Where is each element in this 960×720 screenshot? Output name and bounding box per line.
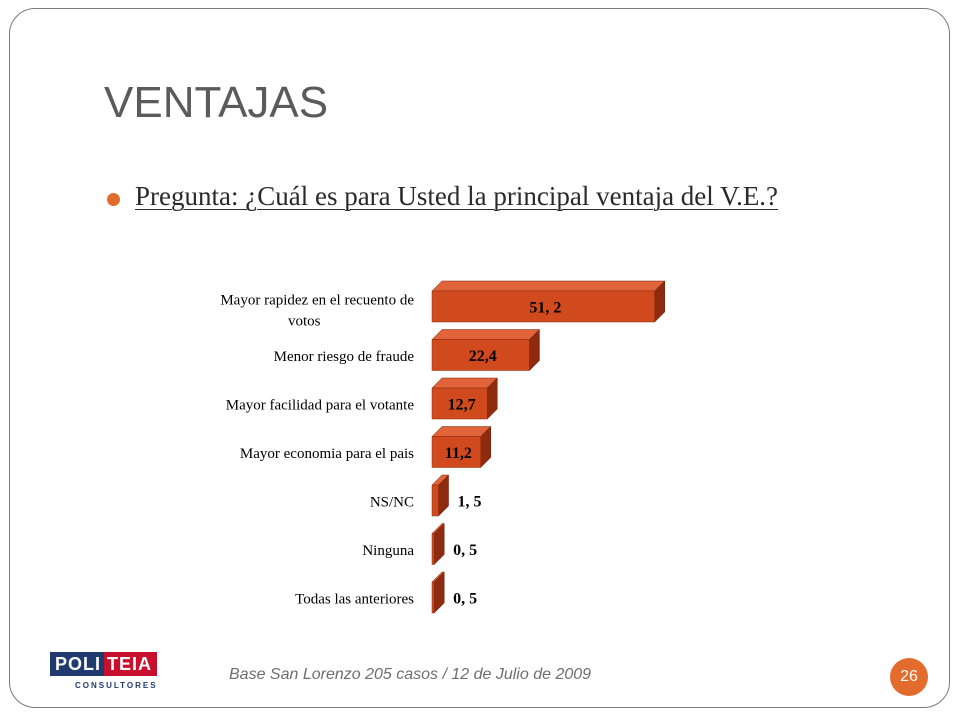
logo-part1: POLI	[50, 652, 105, 676]
footer-source-text: Base San Lorenzo 205 casos / 12 de Julio…	[229, 666, 592, 683]
bar-top-face	[431, 377, 498, 389]
logo-subtitle: CONSULTORES	[75, 681, 158, 690]
slide-title: VENTAJAS	[104, 78, 329, 127]
bar-front-face	[431, 436, 481, 468]
bar-front-face	[431, 533, 435, 565]
category-label: Mayor facilidad para el votante	[226, 398, 415, 414]
question-text: Pregunta: ¿Cuál es para Usted la princip…	[135, 181, 779, 211]
bar-front-face	[431, 484, 439, 517]
bar-top-face	[431, 329, 541, 340]
page-number-badge: 26	[890, 658, 928, 696]
bar-value-label: 22,4	[469, 348, 497, 365]
politeia-logo: POLI TEIA CONSULTORES	[50, 652, 180, 692]
logo-wordmark: POLI TEIA	[50, 652, 158, 676]
category-label: Mayor economia para el pais	[240, 446, 414, 462]
bar-5: 1, 5	[431, 474, 482, 517]
bar-7: 0, 5	[431, 571, 477, 614]
bar-top-face	[431, 280, 666, 292]
bar-front-face	[431, 387, 488, 420]
category-label: NS/NC	[370, 495, 414, 511]
logo-part2: TEIA	[104, 652, 158, 676]
bullet-dot	[107, 193, 120, 206]
category-label: Menor riesgo de fraude	[274, 349, 415, 365]
bar-value-label: 51, 2	[529, 300, 561, 317]
category-label: Mayor rapidez en el recuento de	[220, 293, 414, 309]
bar-value-label: 11,2	[445, 445, 472, 462]
bar-value-label: 0, 5	[453, 542, 477, 559]
category-label: Todas las anteriores	[295, 592, 414, 608]
category-label: votos	[288, 314, 321, 330]
bar-2: 22,4	[431, 328, 541, 372]
bar-4: 11,2	[431, 425, 492, 469]
bar-6: 0, 5	[431, 522, 477, 566]
bar-front-face	[431, 290, 655, 323]
bar-value-label: 0, 5	[453, 591, 477, 608]
bar-front-face	[431, 581, 435, 614]
bar-3: 12,7	[431, 377, 498, 420]
bar-value-label: 1, 5	[458, 494, 482, 511]
slide-frame	[9, 8, 950, 708]
bar-1: 51, 2	[431, 280, 666, 323]
category-label: Ninguna	[362, 543, 414, 559]
bar-value-label: 12,7	[448, 397, 476, 414]
bar-front-face	[431, 339, 530, 371]
